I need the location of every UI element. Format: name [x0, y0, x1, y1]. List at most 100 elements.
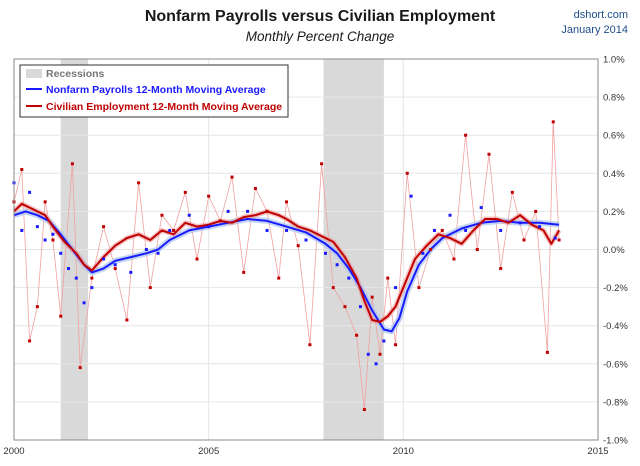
payrolls-point [43, 238, 47, 242]
payrolls-point [129, 270, 133, 274]
payrolls-point [246, 209, 250, 213]
y-tick-label: -1.0% [603, 436, 628, 447]
civilian-point [522, 238, 526, 242]
civilian-point [277, 276, 281, 280]
civilian-point [102, 225, 106, 229]
civilian-point [452, 257, 456, 261]
civilian-point [499, 267, 503, 271]
payrolls-point [366, 352, 370, 356]
payrolls-point [226, 209, 230, 213]
payrolls-point [102, 257, 106, 261]
civilian-point [394, 343, 398, 347]
y-tick-label: -0.6% [603, 359, 628, 370]
civilian-point [355, 333, 359, 337]
payrolls-point [82, 301, 86, 305]
civilian-point [207, 194, 211, 198]
civilian-point [125, 318, 129, 322]
payrolls-point [394, 286, 398, 290]
payrolls-point [67, 267, 71, 271]
civilian-point [557, 238, 561, 242]
civilian-point [475, 248, 479, 251]
chart-subtitle: Monthly Percent Change [245, 29, 395, 44]
civilian-point [378, 352, 382, 356]
payrolls-point [90, 286, 94, 290]
payrolls-point [28, 190, 32, 194]
payrolls-point [51, 232, 55, 236]
payrolls-point [432, 228, 436, 232]
civilian-point [90, 276, 94, 280]
x-tick-label: 2010 [393, 446, 414, 457]
civilian-point [545, 350, 549, 354]
payrolls-point [499, 228, 503, 232]
payrolls-point [323, 251, 327, 255]
civilian-point [331, 286, 335, 290]
civilian-point [386, 276, 390, 280]
civilian-point [308, 343, 312, 347]
axis-labels: 1.0% 0.8% 0.6% 0.4% 0.2% 0.0% -0.2% -0.4% -0.6% -… [3, 55, 628, 458]
payrolls-point [156, 251, 160, 255]
payrolls-point [304, 238, 308, 242]
civilian-point [405, 171, 409, 175]
civilian-point [362, 408, 366, 412]
legend-label-payrolls: Nonfarm Payrolls 12-Month Moving Average [46, 84, 266, 96]
civilian-point [551, 120, 555, 124]
civilian-point [440, 228, 444, 232]
payrolls-point [285, 228, 289, 232]
payrolls-point [347, 276, 351, 280]
civilian-point [296, 244, 300, 248]
civilian-point [464, 133, 468, 137]
civilian-point [230, 175, 234, 179]
x-tick-label: 2015 [587, 446, 608, 457]
y-tick-label: 0.4% [603, 169, 625, 180]
chart-title: Nonfarm Payrolls versus Civilian Employm… [144, 8, 496, 25]
plot-frame [13, 58, 599, 441]
payrolls-point [553, 236, 557, 240]
series-layer [12, 120, 562, 412]
legend-label-civilian: Civilian Employment 12-Month Moving Aver… [46, 101, 282, 113]
payrolls-point [144, 248, 148, 251]
civilian-point [148, 286, 152, 290]
legend: Recessions Nonfarm Payrolls 12-Month Mov… [19, 64, 289, 118]
payrolls-point [335, 263, 339, 267]
civilian-point [59, 314, 63, 318]
payrolls-point [421, 251, 425, 255]
payrolls-point [479, 206, 483, 210]
y-tick-label: 0.6% [603, 131, 625, 142]
civilian-point [183, 190, 187, 194]
payrolls-point [374, 362, 378, 366]
payrolls-point [113, 263, 117, 267]
civilian-point [253, 187, 257, 191]
y-tick-label: -0.2% [603, 283, 628, 294]
civilian-point [172, 228, 176, 232]
payrolls-point [359, 305, 363, 309]
civilian-point [35, 305, 39, 309]
payrolls-point [265, 228, 269, 232]
civilian-point [285, 200, 289, 204]
civilian-point [195, 257, 199, 261]
y-tick-label: 0.8% [603, 93, 625, 104]
legend-swatch-recessions [26, 69, 42, 78]
civilian-point [265, 209, 269, 213]
civilian-point [113, 267, 117, 271]
civilian-point [417, 286, 421, 290]
civilian-point [370, 295, 374, 299]
y-tick-label: 0.2% [603, 207, 625, 218]
civilian-point [43, 200, 47, 204]
civilian-point [487, 152, 491, 156]
civilian-moving-average-line [13, 202, 560, 323]
y-tick-label: -0.8% [603, 397, 628, 408]
payrolls-point [538, 225, 542, 229]
y-tick-label: -0.4% [603, 321, 628, 332]
civilian-point [429, 248, 433, 251]
payrolls-point [382, 339, 386, 343]
civilian-point [78, 366, 82, 370]
civilian-point [343, 305, 347, 309]
civilian-point [534, 209, 538, 213]
payrolls-point [74, 276, 78, 280]
payrolls-point [35, 225, 39, 229]
legend-box [19, 64, 289, 118]
payrolls-point [409, 194, 413, 198]
payrolls-point [59, 251, 63, 255]
source-date: January 2014 [561, 24, 628, 36]
